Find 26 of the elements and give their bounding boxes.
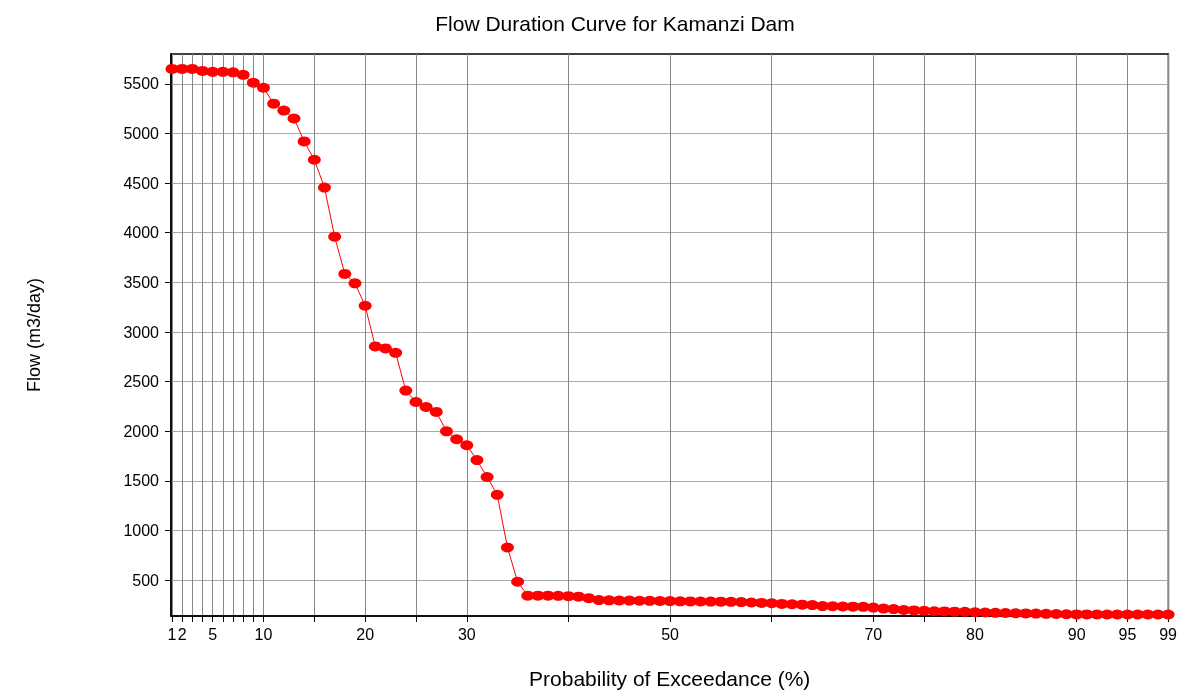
x-tick-label: 99 [1159,625,1178,643]
x-tick-label: 70 [864,625,883,643]
y-tick-label: 2500 [123,373,160,391]
chart-title: Flow Duration Curve for Kamanzi Dam [435,12,795,35]
y-tick-label: 3500 [123,273,160,291]
x-tick-label: 2 [177,625,187,643]
y-tick-label: 4500 [123,174,160,192]
x-tick-label: 90 [1067,625,1086,643]
x-tick-label: 80 [966,625,984,643]
x-axis-title: Probability of Exceedance (%) [529,667,811,690]
y-tick-label: 2000 [123,422,160,440]
x-tick-label: 5 [208,625,218,643]
x-tick-label: 20 [356,625,375,643]
y-tick-label: 1500 [123,472,160,490]
x-tick-label: 95 [1118,625,1137,643]
x-tick-label: 10 [254,625,273,643]
y-tick-label: 5000 [123,124,160,142]
x-tick-label: 50 [661,625,680,643]
y-tick-label: 4000 [123,224,160,242]
x-tick-label: 1 [167,625,177,643]
y-axis-title: Flow (m3/day) [24,277,44,393]
y-tick-label: 500 [132,571,160,589]
y-tick-label: 3000 [123,323,160,341]
x-tick-label: 30 [457,625,476,643]
y-tick-label: 5500 [123,75,160,93]
y-tick-label: 1000 [123,522,160,540]
